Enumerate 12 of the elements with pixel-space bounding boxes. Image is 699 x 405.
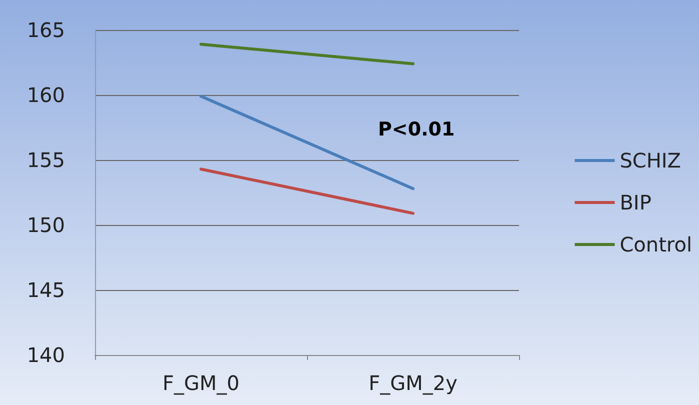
x-tick-label: F_GM_0 <box>162 371 240 395</box>
y-tick-label: 165 <box>26 18 65 42</box>
y-tick-label: 155 <box>26 148 65 172</box>
annotation: P<0.01 <box>378 118 455 140</box>
legend-label: SCHIZ <box>620 148 682 172</box>
x-tick-label: F_GM_2y <box>368 371 458 395</box>
y-tick-label: 145 <box>26 278 65 302</box>
y-tick-label: 160 <box>26 83 65 107</box>
y-tick-label: 150 <box>26 213 65 237</box>
legend-label: BIP <box>620 190 652 214</box>
legend-label: Control <box>620 232 692 256</box>
y-tick-label: 140 <box>26 343 65 367</box>
